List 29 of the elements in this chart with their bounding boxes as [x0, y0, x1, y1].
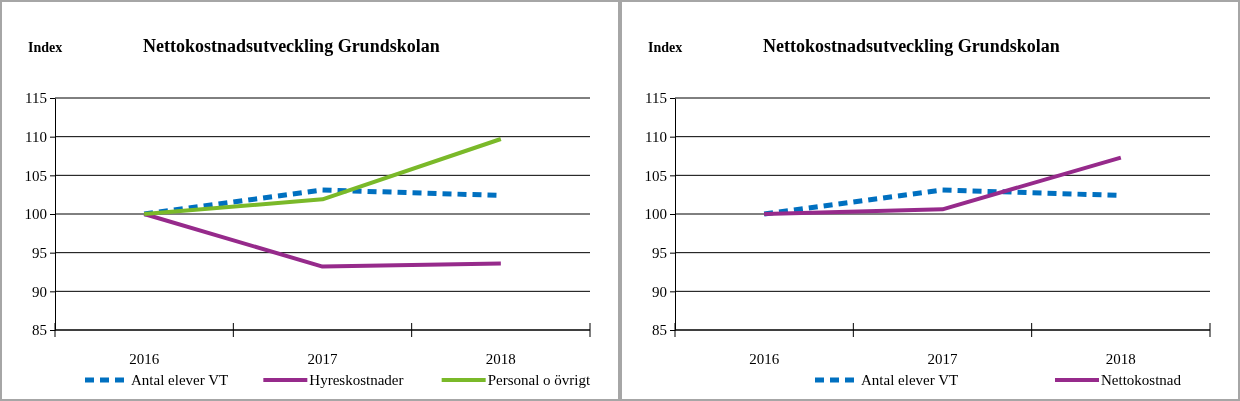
x-tick-label: 2018 — [485, 351, 516, 367]
legend-label: Hyreskostnader — [309, 372, 404, 388]
y-tick-label: 85 — [652, 322, 667, 339]
x-tick-label: 2016 — [749, 351, 780, 367]
y-tick-label: 105 — [24, 167, 47, 184]
x-tick-label: 2017 — [927, 351, 958, 367]
y-tick-label: 85 — [32, 322, 47, 339]
y-tick-label: 95 — [32, 244, 47, 261]
y-tick-label: 90 — [652, 283, 667, 300]
chart-title: Nettokostnadsutveckling Grundskolan — [763, 36, 1060, 56]
legend-label: Nettokostnad — [1101, 372, 1182, 388]
chart-title: Nettokostnadsutveckling Grundskolan — [143, 36, 440, 56]
y-axis-title: Index — [648, 40, 683, 55]
y-tick-label: 100 — [644, 206, 667, 223]
legend-label: Personal o övrigt — [487, 372, 591, 388]
x-tick-label: 2016 — [129, 351, 160, 367]
y-tick-label: 105 — [644, 167, 667, 184]
y-tick-label: 110 — [645, 128, 667, 145]
legend-label: Antal elever VT — [131, 372, 229, 388]
y-tick-label: 115 — [645, 90, 667, 107]
y-tick-label: 90 — [32, 283, 47, 300]
y-axis-title: Index — [28, 40, 63, 55]
legend-label: Antal elever VT — [861, 372, 959, 388]
y-tick-label: 95 — [652, 244, 667, 261]
x-tick-label: 2017 — [307, 351, 338, 367]
y-tick-label: 100 — [24, 206, 47, 223]
y-tick-label: 115 — [25, 90, 47, 107]
x-tick-label: 2018 — [1105, 351, 1136, 367]
y-tick-label: 110 — [25, 128, 47, 145]
